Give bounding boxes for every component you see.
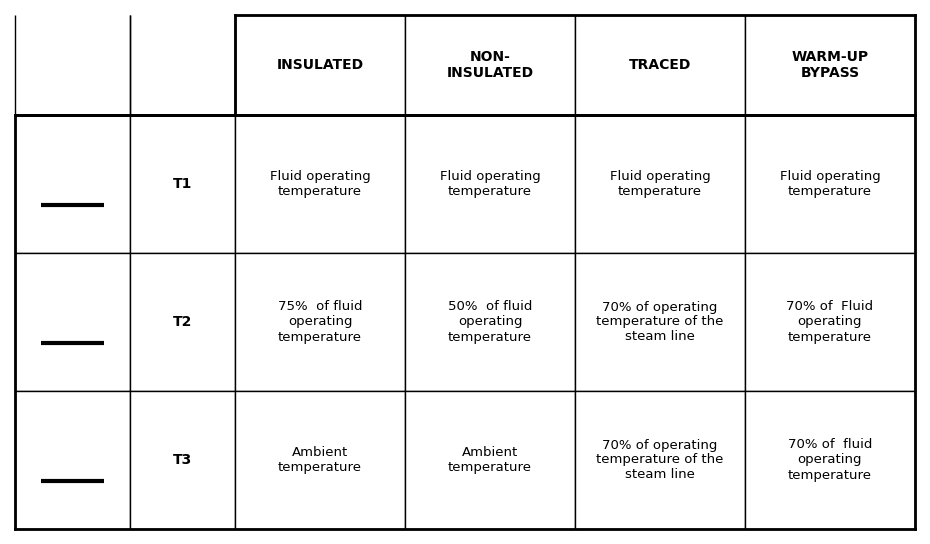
Bar	[130, 253, 235, 391]
Text: 75%  of fluid
operating
temperature: 75% of fluid operating temperature	[278, 300, 363, 343]
Text: T2: T2	[173, 315, 193, 329]
Bar	[235, 253, 405, 391]
Bar	[745, 253, 915, 391]
Text: WARM-UP
BYPASS: WARM-UP BYPASS	[791, 50, 869, 80]
Bar	[130, 115, 235, 253]
Bar	[235, 15, 405, 115]
Text: Fluid operating
temperature: Fluid operating temperature	[610, 170, 711, 198]
Bar	[745, 115, 915, 253]
Bar	[130, 15, 235, 115]
Text: TRACED: TRACED	[629, 58, 691, 72]
Text: Ambient
temperature: Ambient temperature	[448, 446, 532, 474]
Text: T3: T3	[173, 453, 193, 467]
Bar	[405, 391, 575, 529]
Text: 70% of  fluid
operating
temperature: 70% of fluid operating temperature	[788, 438, 872, 481]
Text: 70% of  Fluid
operating
temperature: 70% of Fluid operating temperature	[787, 300, 873, 343]
Bar	[405, 15, 575, 115]
Bar	[745, 15, 915, 115]
Text: INSULATED: INSULATED	[276, 58, 364, 72]
Bar	[15, 115, 130, 253]
Text: 50%  of fluid
operating
temperature: 50% of fluid operating temperature	[448, 300, 532, 343]
Bar	[405, 115, 575, 253]
Bar	[15, 253, 130, 391]
Text: Fluid operating
temperature: Fluid operating temperature	[440, 170, 540, 198]
Text: Fluid operating
temperature: Fluid operating temperature	[270, 170, 370, 198]
Bar	[575, 15, 745, 115]
Text: T1: T1	[173, 177, 193, 191]
Text: 70% of operating
temperature of the
steam line: 70% of operating temperature of the stea…	[596, 300, 724, 343]
Bar	[15, 15, 130, 115]
Bar	[575, 115, 745, 253]
Bar	[130, 391, 235, 529]
Bar	[745, 391, 915, 529]
Text: Fluid operating
temperature: Fluid operating temperature	[779, 170, 881, 198]
Bar	[575, 253, 745, 391]
Text: 70% of operating
temperature of the
steam line: 70% of operating temperature of the stea…	[596, 438, 724, 481]
Bar	[575, 391, 745, 529]
Text: Ambient
temperature: Ambient temperature	[278, 446, 362, 474]
Bar	[235, 115, 405, 253]
Bar	[405, 253, 575, 391]
Text: NON-
INSULATED: NON- INSULATED	[446, 50, 534, 80]
Bar	[15, 391, 130, 529]
Bar	[235, 391, 405, 529]
